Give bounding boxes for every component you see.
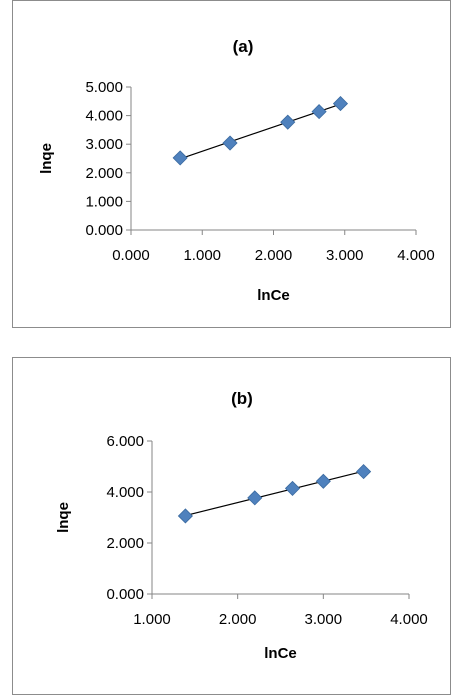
x-axis-title: lnCe xyxy=(257,287,290,304)
data-point-marker xyxy=(177,508,193,524)
y-tick-label: 2.000 xyxy=(85,165,123,182)
x-axis-title: lnCe xyxy=(264,645,297,662)
x-tick-label: 2.000 xyxy=(219,611,257,628)
chart-b-svg: (b) 0.000 2.000 4.000 6.000 1.000 2.000 3.000 4.… xyxy=(55,389,428,662)
y-tick-label: 0.000 xyxy=(106,586,144,603)
y-axis-title: lnqe xyxy=(38,143,55,174)
data-point-marker xyxy=(315,473,331,489)
y-axis-title: lnqe xyxy=(55,502,72,533)
y-tick-label: 0.000 xyxy=(85,222,123,239)
chart-title: (b) xyxy=(231,389,253,408)
data-point-marker xyxy=(247,490,263,506)
x-tick-label: 1.000 xyxy=(183,247,221,264)
data-point-marker xyxy=(172,150,188,166)
y-tick-label: 3.000 xyxy=(85,136,123,153)
x-tick-label: 3.000 xyxy=(305,611,343,628)
y-tick-label: 5.000 xyxy=(85,79,123,96)
x-tick-label: 4.000 xyxy=(397,247,435,264)
y-tick-label: 4.000 xyxy=(85,108,123,125)
y-tick-label: 1.000 xyxy=(85,193,123,210)
data-point-marker xyxy=(332,96,349,112)
chart-title: (a) xyxy=(233,37,254,56)
x-tick-label: 1.000 xyxy=(133,611,171,628)
data-point-marker xyxy=(222,135,238,151)
y-tick-label: 2.000 xyxy=(106,535,144,552)
y-tick-label: 6.000 xyxy=(106,433,144,450)
data-point-marker xyxy=(284,480,301,496)
data-point-marker xyxy=(356,464,372,480)
chart-panel-b: (b) 0.000 2.000 4.000 6.000 1.000 2.000 3.000 4.… xyxy=(12,357,451,695)
x-tick-label: 0.000 xyxy=(112,247,150,264)
x-tick-label: 4.000 xyxy=(390,611,428,628)
data-point-marker xyxy=(311,104,327,120)
y-tick-label: 4.000 xyxy=(106,484,144,501)
data-point-marker xyxy=(280,114,296,130)
x-tick-label: 3.000 xyxy=(326,247,364,264)
x-tick-label: 2.000 xyxy=(255,247,293,264)
chart-panel-a: (a) 0.000 1.000 2.000 3.000 4.000 5.000 0.000 1.… xyxy=(12,0,451,328)
trendline xyxy=(185,470,364,517)
chart-a-svg: (a) 0.000 1.000 2.000 3.000 4.000 5.000 0.000 1.… xyxy=(38,37,435,304)
